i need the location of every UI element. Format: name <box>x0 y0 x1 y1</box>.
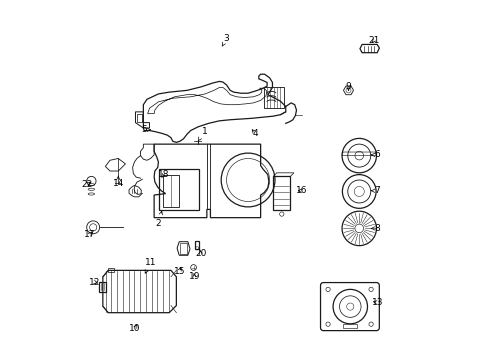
Text: 17: 17 <box>83 230 95 239</box>
Text: 9: 9 <box>345 82 351 91</box>
Text: 4: 4 <box>252 129 258 138</box>
Text: 5: 5 <box>141 125 150 134</box>
Text: 15: 15 <box>173 267 184 276</box>
Text: 11: 11 <box>144 258 156 273</box>
Bar <box>343 324 357 328</box>
Text: 19: 19 <box>188 271 200 280</box>
Text: 21: 21 <box>368 36 379 45</box>
Text: 3: 3 <box>222 34 229 46</box>
Bar <box>180 243 187 253</box>
Text: 13: 13 <box>371 298 383 307</box>
Bar <box>264 87 284 108</box>
Bar <box>273 176 290 211</box>
Bar <box>163 175 179 207</box>
Bar <box>107 267 114 272</box>
Text: 16: 16 <box>296 186 307 195</box>
Text: 1: 1 <box>198 127 207 141</box>
Text: 8: 8 <box>370 224 379 233</box>
Text: 20: 20 <box>195 249 206 258</box>
Text: 7: 7 <box>370 186 379 195</box>
Text: 12: 12 <box>89 278 101 287</box>
Bar <box>159 169 198 211</box>
Text: 6: 6 <box>370 150 379 159</box>
Bar <box>99 282 106 292</box>
Text: 2: 2 <box>155 211 162 228</box>
Text: 18: 18 <box>158 170 169 179</box>
Text: 14: 14 <box>112 176 123 188</box>
Text: 22: 22 <box>81 180 92 189</box>
Bar <box>195 241 199 249</box>
Text: 10: 10 <box>129 324 141 333</box>
